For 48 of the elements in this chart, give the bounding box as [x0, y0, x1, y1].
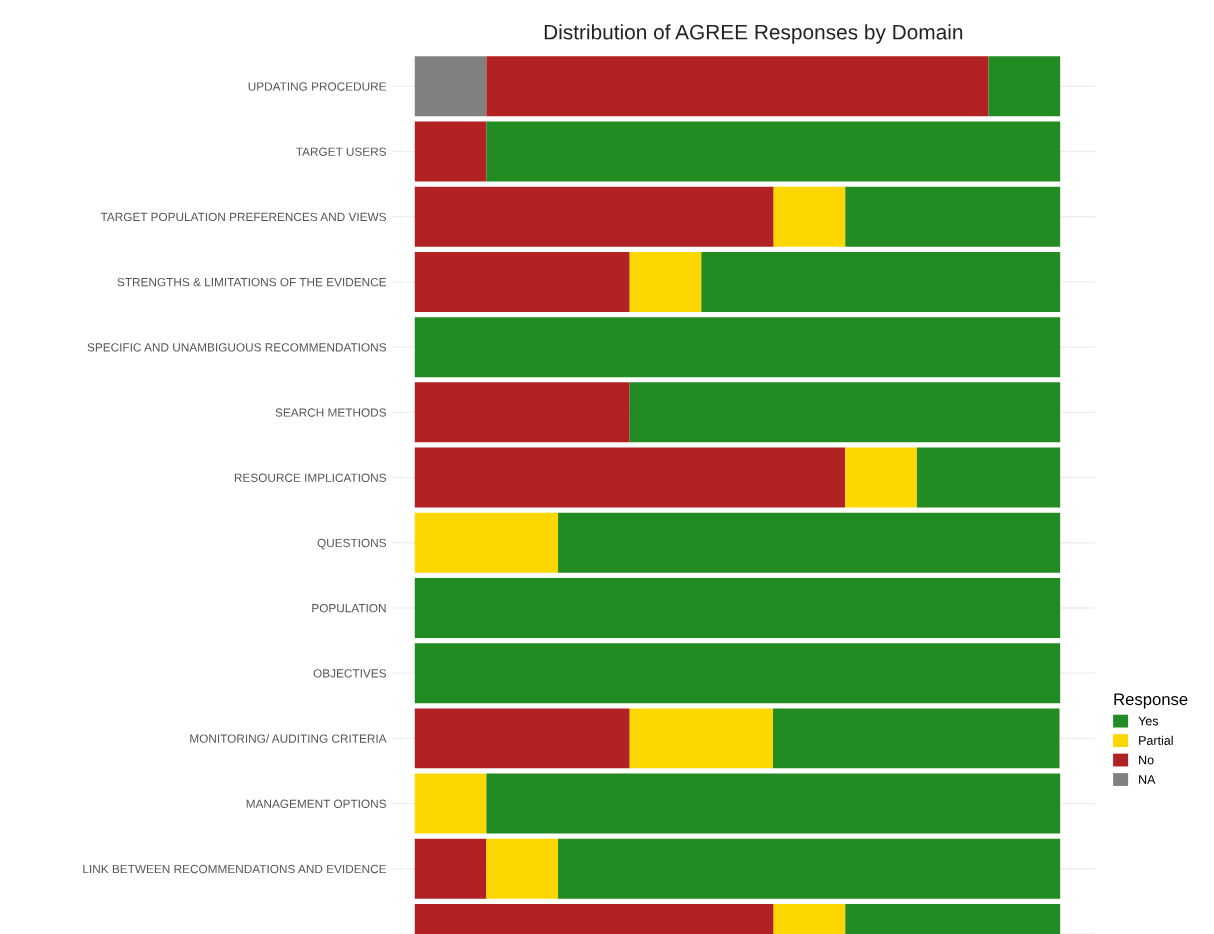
y-tick-label: TARGET POPULATION PREFERENCES AND VIEWS — [100, 212, 386, 222]
bar — [486, 56, 989, 117]
bar — [988, 56, 1061, 117]
chart-title: Distribution of AGREE Responses by Domain — [544, 24, 963, 44]
bar — [414, 56, 487, 117]
bar — [701, 251, 1061, 312]
bar — [486, 838, 559, 899]
legend-label: NA — [1139, 775, 1156, 784]
bar — [629, 251, 702, 312]
bar — [414, 512, 559, 573]
y-tick-label: MONITORING/ AUDITING CRITERIA — [190, 734, 387, 743]
bar — [414, 251, 630, 312]
bar — [845, 186, 1061, 247]
y-tick-label: STRENGTHS & LIMITATIONS OF THE EVIDENCE — [117, 277, 387, 287]
y-tick-label: QUESTIONS — [317, 538, 386, 550]
bar — [558, 512, 1061, 573]
y-tick-label: SEARCH METHODS — [275, 408, 386, 417]
y-tick-label: UPDATING PROCEDURE — [248, 82, 387, 91]
bar — [414, 121, 487, 182]
y-tick-label: OBJECTIVES — [313, 669, 386, 678]
y-tick-label: MANAGEMENT OPTIONS — [246, 799, 386, 808]
legend-label: Yes — [1138, 716, 1159, 726]
bar — [414, 643, 1061, 704]
bar — [629, 382, 1061, 443]
bar — [486, 773, 1061, 834]
bar — [772, 708, 1060, 769]
bar — [414, 708, 630, 769]
legend-label: No — [1139, 755, 1154, 765]
bar — [414, 382, 630, 443]
y-tick-label: SPECIFIC AND UNAMBIGUOUS RECOMMENDATIONS — [87, 343, 386, 352]
y-tick-label: LINK BETWEEN RECOMMENDATIONS AND EVIDENCE — [83, 864, 387, 874]
bar — [845, 447, 917, 508]
bar — [414, 838, 487, 899]
bar — [414, 577, 1061, 638]
bar — [414, 447, 846, 508]
y-tick-label: POPULATION — [312, 604, 386, 613]
bar — [414, 773, 487, 834]
legend-label: Partial — [1139, 735, 1173, 745]
bar — [916, 447, 1061, 508]
bar — [629, 708, 773, 769]
bar — [414, 186, 774, 247]
bar — [558, 838, 1061, 899]
y-tick-label: TARGET USERS — [296, 147, 386, 156]
bar — [486, 121, 1061, 182]
y-tick-label: RESOURCE IMPLICATIONS — [234, 473, 386, 482]
legend-title: Response — [1114, 693, 1188, 709]
bar — [773, 186, 846, 247]
bar — [414, 317, 1061, 378]
